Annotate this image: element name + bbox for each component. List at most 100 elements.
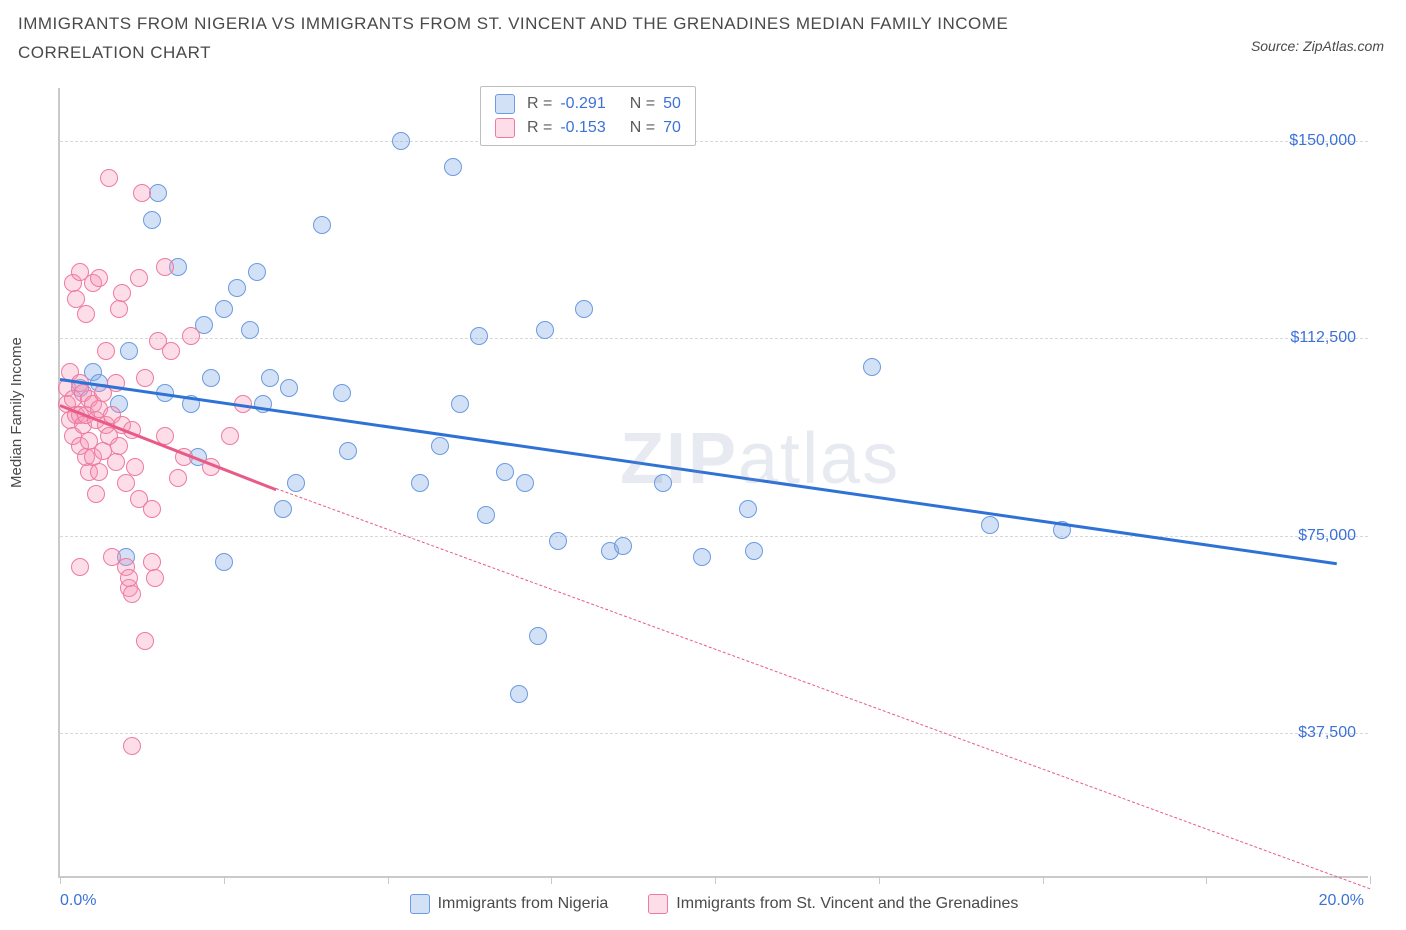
data-point	[143, 500, 161, 518]
data-point	[87, 485, 105, 503]
legend-item: Immigrants from Nigeria	[410, 894, 609, 914]
source-attribution: Source: ZipAtlas.com	[1251, 38, 1384, 54]
data-point	[477, 506, 495, 524]
data-point	[110, 300, 128, 318]
data-point	[536, 321, 554, 339]
trend-line	[276, 488, 1370, 889]
data-point	[654, 474, 672, 492]
x-tick	[1043, 876, 1044, 884]
data-point	[123, 737, 141, 755]
y-tick-label: $75,000	[1298, 527, 1356, 545]
legend-item: Immigrants from St. Vincent and the Gren…	[648, 894, 1018, 914]
x-tick-label: 20.0%	[1319, 892, 1364, 910]
data-point	[313, 216, 331, 234]
x-tick	[1370, 876, 1371, 884]
data-point	[693, 548, 711, 566]
x-tick	[879, 876, 880, 884]
data-point	[169, 469, 187, 487]
data-point	[248, 263, 266, 281]
data-point	[97, 342, 115, 360]
data-point	[451, 395, 469, 413]
data-point	[215, 553, 233, 571]
data-point	[107, 453, 125, 471]
data-point	[287, 474, 305, 492]
gridline	[60, 733, 1368, 734]
data-point	[470, 327, 488, 345]
chart-container: Median Family Income ZIPatlas R = -0.291…	[18, 88, 1388, 908]
data-point	[496, 463, 514, 481]
data-point	[745, 542, 763, 560]
x-tick	[224, 876, 225, 884]
y-tick-label: $150,000	[1289, 132, 1356, 150]
data-point	[221, 427, 239, 445]
x-tick-label: 0.0%	[60, 892, 96, 910]
x-tick	[715, 876, 716, 884]
data-point	[100, 169, 118, 187]
data-point	[228, 279, 246, 297]
x-tick	[60, 876, 61, 884]
data-point	[77, 305, 95, 323]
y-axis-label: Median Family Income	[8, 337, 25, 488]
data-point	[149, 184, 167, 202]
legend-swatch	[648, 894, 668, 914]
data-point	[123, 585, 141, 603]
data-point	[71, 558, 89, 576]
data-point	[241, 321, 259, 339]
y-tick-label: $37,500	[1298, 724, 1356, 742]
data-point	[126, 458, 144, 476]
legend-label: Immigrants from St. Vincent and the Gren…	[676, 895, 1018, 913]
data-point	[136, 369, 154, 387]
data-point	[215, 300, 233, 318]
data-point	[510, 685, 528, 703]
data-point	[130, 269, 148, 287]
x-tick	[551, 876, 552, 884]
data-point	[113, 284, 131, 302]
data-point	[133, 184, 151, 202]
data-point	[143, 211, 161, 229]
data-point	[182, 327, 200, 345]
data-point	[516, 474, 534, 492]
data-point	[261, 369, 279, 387]
data-point	[549, 532, 567, 550]
data-point	[981, 516, 999, 534]
gridline	[60, 536, 1368, 537]
data-point	[411, 474, 429, 492]
data-point	[575, 300, 593, 318]
legend-series: Immigrants from Nigeria Immigrants from S…	[60, 894, 1368, 914]
x-tick	[1206, 876, 1207, 884]
data-point	[156, 258, 174, 276]
data-point	[339, 442, 357, 460]
data-point	[529, 627, 547, 645]
legend-swatch	[410, 894, 430, 914]
data-point	[90, 463, 108, 481]
data-point	[392, 132, 410, 150]
x-tick	[388, 876, 389, 884]
data-point	[280, 379, 298, 397]
data-point	[162, 342, 180, 360]
gridline	[60, 141, 1368, 142]
data-point	[739, 500, 757, 518]
gridline	[60, 338, 1368, 339]
chart-title: IMMIGRANTS FROM NIGERIA VS IMMIGRANTS FR…	[18, 10, 1118, 68]
data-point	[614, 537, 632, 555]
legend-stats: R = -0.291N = 50R = -0.153N = 70	[480, 86, 696, 146]
data-point	[431, 437, 449, 455]
data-point	[444, 158, 462, 176]
data-point	[117, 474, 135, 492]
y-tick-label: $112,500	[1290, 329, 1356, 347]
legend-stat-row: R = -0.291N = 50	[495, 92, 681, 116]
data-point	[202, 369, 220, 387]
legend-stat-row: R = -0.153N = 70	[495, 116, 681, 140]
trend-line	[60, 378, 1338, 565]
data-point	[863, 358, 881, 376]
scatter-plot: ZIPatlas R = -0.291N = 50R = -0.153N = 7…	[58, 88, 1368, 878]
data-point	[110, 437, 128, 455]
legend-swatch	[495, 94, 515, 114]
data-point	[146, 569, 164, 587]
legend-label: Immigrants from Nigeria	[438, 895, 609, 913]
data-point	[120, 342, 138, 360]
legend-swatch	[495, 118, 515, 138]
data-point	[333, 384, 351, 402]
data-point	[90, 269, 108, 287]
data-point	[274, 500, 292, 518]
